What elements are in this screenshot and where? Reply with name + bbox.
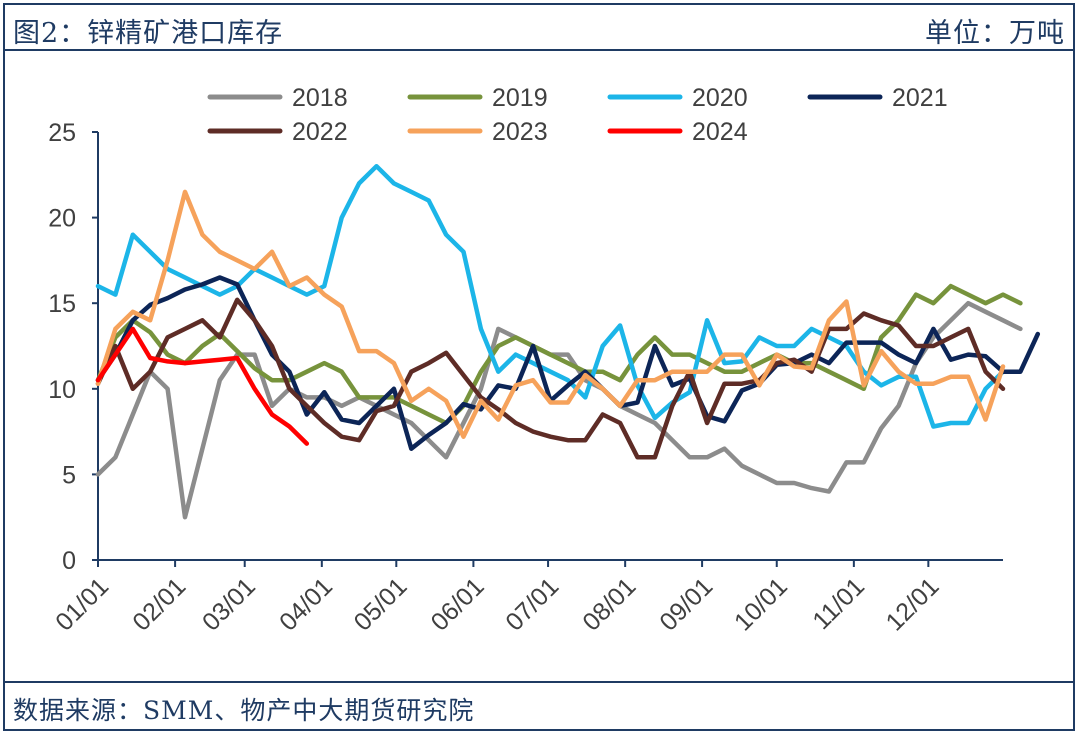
series-line-2020 — [95, 163, 1006, 429]
series-line-2023 — [95, 189, 1006, 439]
x-tick-label: 03/01 — [197, 572, 261, 636]
legend-item-2022: 2022 — [207, 118, 348, 146]
legend-item-2018: 2018 — [207, 84, 348, 112]
x-tick-label: 09/01 — [654, 572, 718, 636]
x-tick-label: 01/01 — [50, 572, 114, 636]
figure-title: 图2：锌精矿港口库存 — [13, 18, 284, 49]
y-tick-label: 25 — [48, 119, 76, 147]
legend-label: 2019 — [492, 84, 548, 112]
y-tick-label: 5 — [62, 461, 76, 489]
legend-item-2024: 2024 — [607, 118, 748, 146]
x-tick-label: 05/01 — [349, 572, 413, 636]
figure-header: 图2：锌精矿港口库存 单位：万吨 — [5, 5, 1073, 51]
y-tick-label: 0 — [62, 547, 76, 575]
legend-label: 2023 — [492, 118, 548, 146]
y-tick-label: 15 — [48, 290, 76, 318]
y-tick-label: 20 — [48, 205, 76, 233]
x-tick-label: 10/01 — [729, 572, 793, 636]
x-tick-label: 11/01 — [807, 572, 870, 635]
legend-item-2023: 2023 — [407, 118, 548, 146]
x-tick-label: 08/01 — [577, 572, 641, 636]
figure-unit: 单位：万吨 — [925, 18, 1065, 49]
y-axis: 0 5 10 15 20 25 — [48, 119, 99, 575]
legend-label: 2021 — [892, 84, 948, 112]
x-axis: 01/01 02/01 03/01 04/01 05/01 06/01 07/01 08/01… — [50, 559, 1003, 636]
legend-item-2019: 2019 — [407, 84, 548, 112]
figure-source: 数据来源：SMM、物产中大期货研究院 — [13, 696, 475, 725]
legend-label: 2022 — [292, 118, 348, 146]
x-tick-label: 07/01 — [500, 572, 564, 636]
legend-label: 2018 — [292, 84, 348, 112]
figure-footer: 数据来源：SMM、物产中大期货研究院 — [5, 681, 1073, 729]
x-tick-label: 06/01 — [426, 572, 490, 636]
series-line-2024 — [95, 326, 310, 446]
legend: 2018 2019 2020 2021 2022 2023 2024 — [207, 84, 948, 146]
legend-item-2021: 2021 — [807, 84, 948, 112]
x-tick-label: 12/01 — [881, 572, 945, 636]
legend-label: 2024 — [692, 118, 748, 146]
x-tick-label: 02/01 — [127, 572, 191, 636]
legend-item-2020: 2020 — [607, 84, 748, 112]
series-line-2018 — [95, 300, 1023, 520]
series-lines — [95, 163, 1041, 520]
legend-label: 2020 — [692, 84, 748, 112]
x-tick-label: 04/01 — [274, 572, 338, 636]
y-tick-label: 10 — [48, 376, 76, 404]
